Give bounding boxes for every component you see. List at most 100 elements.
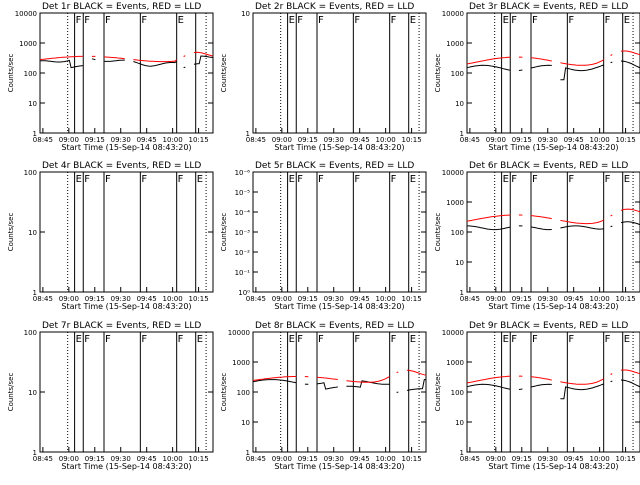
flag-letter: E	[197, 174, 203, 185]
events-series-line	[252, 379, 426, 393]
x-tick-label: 09:30	[111, 295, 131, 303]
flag-letter: F	[354, 334, 360, 345]
flag-letter: F	[141, 15, 147, 26]
x-tick-label: 09:30	[324, 295, 344, 303]
panel-title: Det 8r BLACK = Events, RED = LLD	[255, 321, 414, 331]
y-tick-label: 1	[460, 449, 464, 457]
y-tick-label: 1	[33, 289, 37, 297]
flag-letter: F	[76, 15, 82, 26]
flag-letter: E	[503, 174, 509, 185]
panel-title: Det 9r BLACK = Events, RED = LLD	[469, 321, 628, 331]
flag-letter: F	[568, 334, 574, 345]
x-tick-label: 09:30	[538, 136, 558, 144]
flag-letter: F	[297, 15, 303, 26]
x-tick-label: 09:45	[137, 136, 157, 144]
panel-title: Det 7r BLACK = Events, RED = LLD	[42, 321, 201, 331]
y-tick-label: 100	[237, 389, 250, 397]
flag-letter: F	[318, 174, 324, 185]
flag-letter: E	[503, 334, 509, 345]
y-tick-label: 10	[455, 259, 464, 267]
x-axis-label: Start Time (15-Sep-14 08:43:20)	[488, 143, 618, 152]
x-tick-label: 09:15	[512, 455, 532, 463]
plot-frame	[466, 331, 640, 453]
x-tick-label: 08:45	[33, 295, 53, 303]
y-tick-label: 1	[246, 130, 250, 138]
y-tick-label: 10000	[15, 10, 37, 18]
x-tick-label: 09:15	[85, 136, 105, 144]
flag-letter: F	[511, 334, 517, 345]
flag-letter: F	[178, 174, 184, 185]
y-axis-label: Counts/sec	[7, 213, 15, 252]
y-tick-label: 10	[28, 229, 37, 237]
detector-panel: Det 2r BLACK = Events, RED = LLD Counts/s…	[220, 2, 427, 152]
y-tick-label: 10⁰	[238, 289, 250, 297]
x-axis-label: Start Time (15-Sep-14 08:43:20)	[274, 462, 404, 471]
y-tick-label: 10000	[442, 10, 464, 18]
x-tick-label: 10:00	[376, 455, 396, 463]
x-tick-label: 09:30	[324, 455, 344, 463]
flag-letter: F	[297, 334, 303, 345]
y-tick-label: 10⁻²	[235, 249, 251, 257]
panel-title: Det 2r BLACK = Events, RED = LLD	[255, 2, 414, 12]
x-tick-label: 10:00	[376, 295, 396, 303]
x-tick-label: 10:15	[615, 295, 635, 303]
flag-letter: F	[605, 15, 611, 26]
x-tick-label: 09:00	[486, 295, 506, 303]
y-axis-label: Counts/sec	[7, 54, 15, 93]
x-tick-label: 09:45	[564, 136, 584, 144]
y-tick-label: 10000	[442, 329, 464, 337]
flag-letter: F	[391, 174, 397, 185]
y-tick-label: 100	[451, 389, 464, 397]
y-tick-label: 10	[241, 10, 250, 18]
x-tick-label: 09:15	[298, 136, 318, 144]
flag-letter: F	[511, 15, 517, 26]
y-tick-label: 10⁻⁴	[235, 209, 251, 217]
x-axis-label: Start Time (15-Sep-14 08:43:20)	[274, 143, 404, 152]
flag-letter: F	[318, 15, 324, 26]
panel-title: Det 1r BLACK = Events, RED = LLD	[42, 2, 201, 12]
plot-frame	[39, 12, 214, 134]
x-tick-label: 10:15	[188, 136, 208, 144]
events-series-line	[467, 221, 640, 231]
y-tick-label: 100	[24, 70, 37, 78]
flag-letter: E	[178, 15, 184, 26]
y-tick-label: 1000	[19, 40, 37, 48]
x-tick-label: 10:15	[188, 455, 208, 463]
flag-letter: E	[410, 334, 416, 345]
y-tick-label: 10⁻⁶	[235, 169, 251, 177]
y-axis-label: Counts/sec	[434, 54, 442, 93]
x-tick-label: 09:30	[538, 295, 558, 303]
x-tick-label: 09:45	[564, 295, 584, 303]
detector-panel: Det 1r BLACK = Events, RED = LLD Counts/s…	[7, 2, 214, 152]
y-tick-label: 10	[28, 100, 37, 108]
x-tick-label: 09:00	[486, 136, 506, 144]
y-tick-label: 10	[455, 100, 464, 108]
x-tick-label: 10:00	[590, 455, 610, 463]
x-tick-label: 10:00	[163, 295, 183, 303]
y-axis-label: Counts/sec	[434, 213, 442, 252]
x-tick-label: 08:45	[246, 455, 266, 463]
y-tick-label: 10	[28, 389, 37, 397]
lld-series-line	[466, 50, 640, 66]
plot-frame	[466, 171, 640, 293]
flag-letter: F	[105, 334, 111, 345]
x-axis-label: Start Time (15-Sep-14 08:43:20)	[61, 143, 191, 152]
y-tick-label: 100	[24, 329, 37, 337]
x-tick-label: 09:00	[272, 455, 292, 463]
flag-letter: E	[76, 174, 82, 185]
flag-letter: F	[568, 15, 574, 26]
x-tick-label: 08:45	[460, 455, 480, 463]
x-axis-label: Start Time (15-Sep-14 08:43:20)	[488, 302, 618, 311]
x-tick-label: 09:15	[85, 295, 105, 303]
flag-letter: F	[605, 334, 611, 345]
plot-frame	[252, 331, 427, 453]
flag-letter: F	[297, 174, 303, 185]
panel-title: Det 3r BLACK = Events, RED = LLD	[469, 2, 628, 12]
flag-letter: E	[624, 334, 630, 345]
flag-letter: E	[624, 174, 630, 185]
events-series-line	[466, 379, 640, 400]
x-tick-label: 10:15	[615, 136, 635, 144]
x-tick-label: 09:00	[59, 295, 79, 303]
y-tick-label: 100	[24, 169, 37, 177]
